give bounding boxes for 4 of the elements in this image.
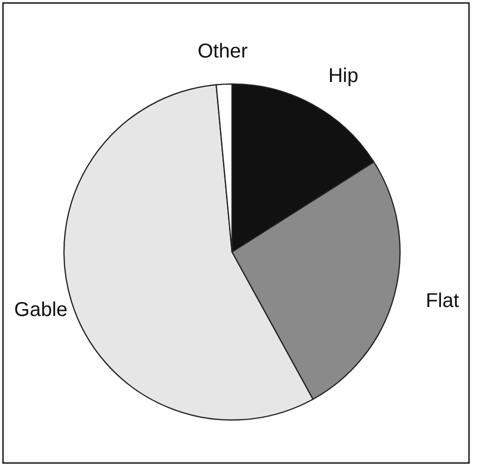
slice-label: Flat	[426, 290, 460, 312]
slice-label: Other	[198, 40, 248, 63]
slice-label: Gable	[14, 299, 68, 322]
slice-label: Hip	[328, 65, 358, 88]
